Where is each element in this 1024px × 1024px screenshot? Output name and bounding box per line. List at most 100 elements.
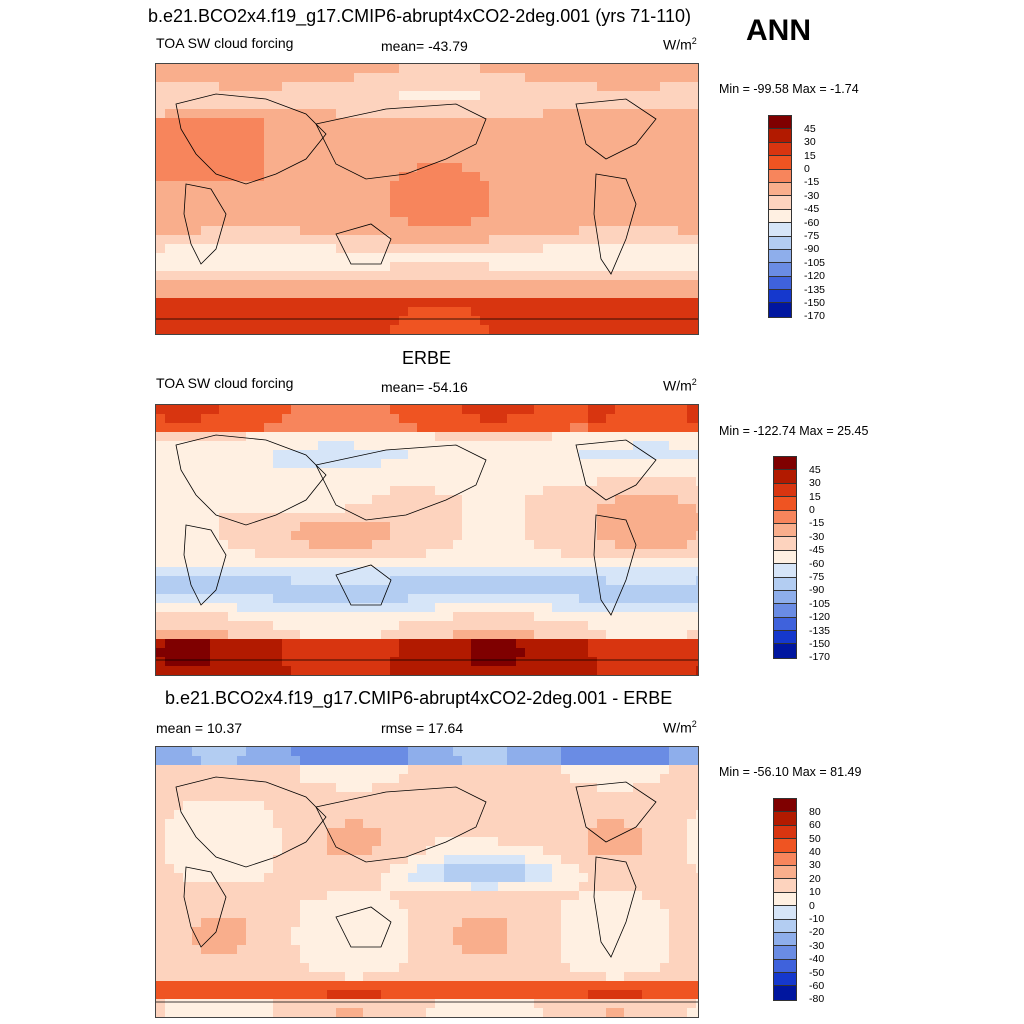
coastline [575,439,657,501]
colorbar-swatch [774,986,796,1000]
coastline [335,564,392,606]
colorbar-label: -105 [804,256,826,269]
colorbar-swatch [774,932,796,947]
colorbar-label: -120 [809,611,831,624]
colorbar-label: -15 [809,517,825,530]
coastline [575,781,657,843]
colorbar-swatch [769,209,791,224]
coastline [315,786,487,863]
colorbar-label: -135 [804,283,826,296]
panel-1-units: W/m2 [663,36,697,53]
colorbar-swatch [774,470,796,484]
panel-2-map [155,404,699,676]
colorbar-swatch [769,290,791,304]
panel-3-units: W/m2 [663,719,697,736]
colorbar-label: -60 [809,557,825,570]
colorbar-label: 30 [804,136,816,149]
colorbar-swatch [769,303,791,317]
colorbar-swatch [774,892,796,907]
colorbar-swatch [774,564,796,578]
coastline [593,856,637,958]
colorbar-swatch [769,142,791,157]
colorbar-swatch [769,129,791,143]
colorbar-label: -45 [809,544,825,557]
colorbar-label: -170 [809,651,831,664]
colorbar-label: -90 [804,243,820,256]
colorbar-label: -50 [809,966,825,979]
colorbar-label: 40 [809,845,821,858]
colorbar-swatch [774,865,796,880]
coastline [183,524,227,606]
colorbar-label: -150 [809,637,831,650]
colorbar-swatch [774,799,796,813]
panel-2-minmax: Min = -122.74 Max = 25.45 [719,424,869,438]
colorbar-swatch [769,156,791,170]
colorbar-label: 15 [804,149,816,162]
coastline [175,434,327,526]
colorbar-label: 15 [809,490,821,503]
colorbar-label: -30 [809,939,825,952]
colorbar-swatch [774,839,796,853]
colorbar-label: -30 [809,530,825,543]
colorbar-swatch [774,919,796,933]
panel-1-colorbar [768,115,792,318]
panel-1-variable: TOA SW cloud forcing [156,35,294,51]
colorbar-swatch [769,116,791,130]
colorbar-swatch [774,879,796,893]
colorbar-label: -15 [804,176,820,189]
colorbar-label: 60 [809,819,821,832]
colorbar-swatch [774,959,796,974]
colorbar-swatch [769,196,791,210]
colorbar-label: 45 [804,122,816,135]
colorbar-swatch [774,457,796,471]
colorbar-swatch [774,577,796,591]
colorbar-swatch [769,236,791,250]
season-label: ANN [746,14,811,47]
panel-3-title: b.e21.BCO2x4.f19_g17.CMIP6-abrupt4xCO2-2… [165,688,673,708]
colorbar-label: 0 [809,899,815,912]
panel-2-colorbar [773,456,797,659]
colorbar-label: -120 [804,270,826,283]
colorbar-swatch [774,550,796,565]
colorbar-label: -90 [809,584,825,597]
colorbar-label: 0 [809,503,815,516]
colorbar-label: -20 [809,926,825,939]
coastline [175,776,327,868]
colorbar-label: 10 [809,886,821,899]
colorbar-label: -75 [809,570,825,583]
colorbar-swatch [769,249,791,264]
colorbar-label: -105 [809,597,831,610]
colorbar-swatch [774,537,796,551]
colorbar-swatch [774,590,796,605]
panel-3-mean: mean = 10.37 [156,720,243,736]
panel-1-map [155,63,699,335]
colorbar-label: -40 [809,953,825,966]
coastline [315,103,487,180]
colorbar-swatch [774,825,796,840]
colorbar-swatch [774,483,796,498]
colorbar-swatch [769,263,791,277]
panel-1-minmax: Min = -99.58 Max = -1.74 [719,82,859,96]
colorbar-swatch [769,223,791,237]
colorbar-swatch [774,812,796,826]
colorbar-label: 30 [809,477,821,490]
colorbar-swatch [774,523,796,538]
coastline [183,183,227,265]
colorbar-swatch [774,604,796,618]
colorbar-label: 30 [809,859,821,872]
panel-3-colorbar [773,798,797,1001]
colorbar-label: -60 [809,979,825,992]
colorbar-swatch [774,497,796,511]
coastline [335,223,392,265]
coastline [183,866,227,948]
panel-1-mean: mean= -43.79 [381,38,468,54]
panel-2-units: W/m2 [663,377,697,394]
colorbar-label: -135 [809,624,831,637]
colorbar-label: -30 [804,189,820,202]
colorbar-swatch [774,946,796,960]
coastline [315,444,487,521]
coastline [593,173,637,275]
coastline [575,98,657,160]
colorbar-label: -10 [809,912,825,925]
colorbar-swatch [774,644,796,658]
